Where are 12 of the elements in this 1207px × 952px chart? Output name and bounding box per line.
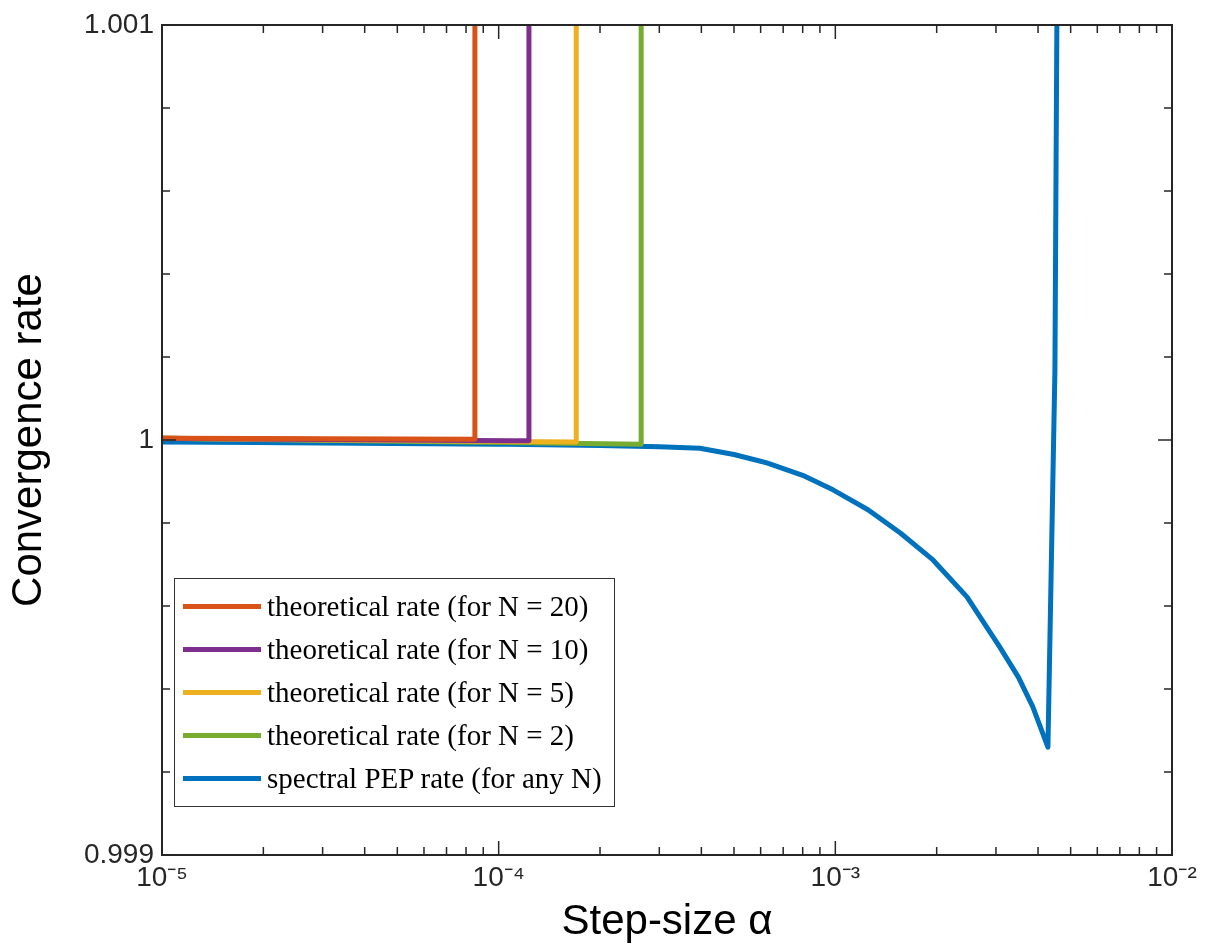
legend-label: theoretical rate (for N = 20) bbox=[267, 590, 589, 623]
legend-label: theoretical rate (for N = 2) bbox=[267, 719, 575, 752]
x-tick-label: 10⁻² bbox=[1147, 860, 1197, 892]
legend-label: spectral PEP rate (for any N) bbox=[267, 762, 602, 795]
y-axis-title: Convergence rate bbox=[2, 273, 50, 607]
y-tick-label: 1 bbox=[138, 422, 154, 454]
legend-label: theoretical rate (for N = 5) bbox=[267, 676, 575, 709]
x-tick-label: 10⁻³ bbox=[810, 860, 861, 892]
y-tick-label: 1.001 bbox=[83, 7, 154, 39]
x-axis-title: Step-size α bbox=[561, 896, 773, 944]
legend-label: theoretical rate (for N = 10) bbox=[267, 633, 589, 666]
x-tick-label: 10⁻⁴ bbox=[472, 860, 525, 892]
